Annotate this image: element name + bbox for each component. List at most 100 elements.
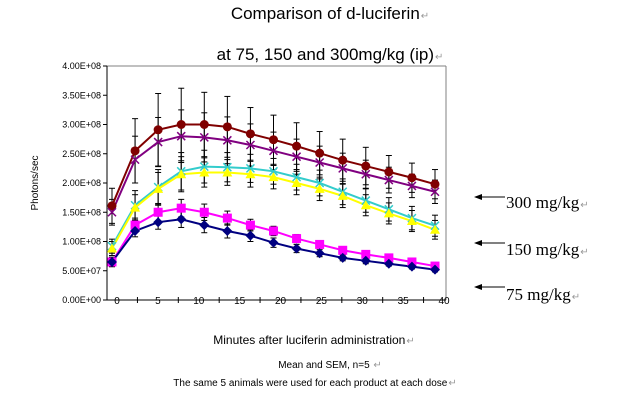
data-point-triangle [360, 200, 371, 210]
y-tick-label: 0.00E+00 [62, 295, 101, 305]
data-point-x [338, 163, 348, 173]
y-tick-label: 3.50E+08 [62, 90, 101, 100]
data-point-triangle [291, 178, 302, 187]
data-point-x [268, 166, 279, 176]
data-point-diamond [107, 256, 117, 267]
y-axis-label: Photons/sec [30, 155, 41, 210]
data-point-x [245, 140, 255, 150]
data-point-circle [107, 201, 117, 211]
y-tick-label: 1.00E+08 [62, 237, 101, 247]
x-axis-label-text: Minutes after luciferin administration [213, 333, 406, 347]
y-tick-label: 5.00E+07 [62, 266, 101, 276]
data-point-square [269, 226, 278, 236]
data-point-diamond [153, 217, 164, 228]
data-point-diamond [268, 237, 279, 248]
chart-note-stats: Mean and SEM, n=5 ↵ [0, 360, 620, 371]
chart-note-animals-text: The same 5 animals were used for each pr… [173, 378, 448, 389]
data-point-triangle [130, 202, 141, 212]
data-point-x [130, 155, 140, 165]
data-point-triangle [383, 208, 394, 218]
x-tick-label: 30 [357, 296, 369, 307]
x-tick-label: 15 [234, 296, 246, 307]
data-point-square [199, 207, 209, 217]
y-tick-label: 2.50E+08 [62, 149, 101, 159]
data-point-square [245, 220, 255, 230]
data-point-diamond [430, 264, 440, 275]
data-point-circle [245, 129, 255, 139]
data-point-x [176, 131, 186, 141]
data-point-diamond [199, 220, 210, 231]
data-point-x [361, 169, 371, 179]
dose-label-300-text: 300 mg/kg [506, 193, 580, 212]
x-tick-label: 40 [438, 296, 450, 307]
y-tick-label: 2.00E+08 [62, 178, 101, 188]
data-point-x [407, 181, 417, 191]
dose-arrows [474, 194, 505, 290]
dose-label-75: 75 mg/kg↵ [506, 285, 580, 305]
chart-title-text-a: Comparison of d-luciferin [230, 4, 420, 23]
data-point-x [430, 187, 440, 197]
data-point-x [315, 178, 325, 188]
data-point-diamond [176, 214, 187, 225]
x-tick-label: 10 [193, 296, 205, 307]
x-tick-label: 20 [275, 296, 287, 307]
data-point-x [292, 152, 302, 162]
paragraph-mark-icon: ↵ [420, 11, 430, 22]
data-point-circle [292, 141, 302, 151]
data-point-x [315, 157, 325, 168]
data-point-circle [384, 167, 394, 177]
series-markers [107, 120, 440, 275]
data-point-circle [315, 148, 325, 158]
chart-note-stats-text: Mean and SEM, n=5 [278, 360, 370, 371]
data-point-triangle [107, 243, 117, 253]
chart-subtitle-text: at 75, 150 and 300mg/kg (ip) [216, 45, 434, 64]
data-point-square [338, 245, 348, 255]
x-tick-label: 5 [155, 296, 161, 307]
data-point-square [361, 249, 371, 259]
data-point-circle [407, 173, 417, 183]
arrow-head-icon [474, 284, 482, 290]
data-point-circle [361, 161, 371, 171]
data-point-x [292, 172, 302, 182]
y-tick-label: 4.00E+08 [62, 61, 101, 71]
data-point-diamond [337, 252, 348, 263]
data-point-x [245, 163, 255, 173]
data-point-circle [176, 120, 186, 129]
axes: 0.00E+00 5.00E+07 1.00E+08 1.50E+08 2.00E+08… [62, 61, 450, 307]
data-point-diamond [130, 225, 141, 236]
data-point-diamond [314, 248, 325, 259]
data-point-square [176, 203, 186, 213]
paragraph-mark-icon: ↵ [448, 378, 457, 389]
data-point-triangle [337, 190, 348, 200]
y-tick-label: 3.00E+08 [62, 120, 101, 130]
paragraph-mark-icon: ↵ [434, 52, 444, 63]
arrow-head-icon [474, 240, 482, 246]
paragraph-mark-icon: ↵ [571, 292, 581, 303]
data-point-diamond [383, 258, 394, 269]
data-point-square [130, 220, 140, 230]
dose-label-150: 150 mg/kg↵ [506, 240, 589, 260]
data-point-x [222, 135, 232, 145]
data-point-x [107, 207, 117, 217]
data-point-square [153, 207, 163, 217]
data-point-triangle [268, 172, 279, 182]
data-point-triangle [314, 183, 325, 193]
y-tick-label: 1.50E+08 [62, 207, 101, 217]
data-point-x [199, 132, 209, 142]
data-point-triangle [245, 169, 256, 179]
paragraph-mark-icon: ↵ [580, 247, 589, 258]
data-point-x [153, 137, 163, 147]
data-point-triangle [406, 216, 417, 226]
chart-title: Comparison of d-luciferin↵ [0, 4, 620, 24]
data-point-x [222, 162, 232, 172]
dose-label-300: 300 mg/kg↵ [506, 193, 589, 213]
data-point-diamond [406, 261, 417, 272]
data-point-square [384, 253, 394, 263]
chart-note-animals: The same 5 animals were used for each pr… [0, 378, 620, 389]
data-point-triangle [153, 183, 164, 193]
data-point-diamond [291, 243, 302, 254]
data-point-diamond [245, 230, 256, 241]
data-point-circle [153, 125, 163, 135]
data-point-circle [430, 179, 440, 189]
chart-subtitle: at 75, 150 and 300mg/kg (ip)↵ [0, 45, 620, 65]
